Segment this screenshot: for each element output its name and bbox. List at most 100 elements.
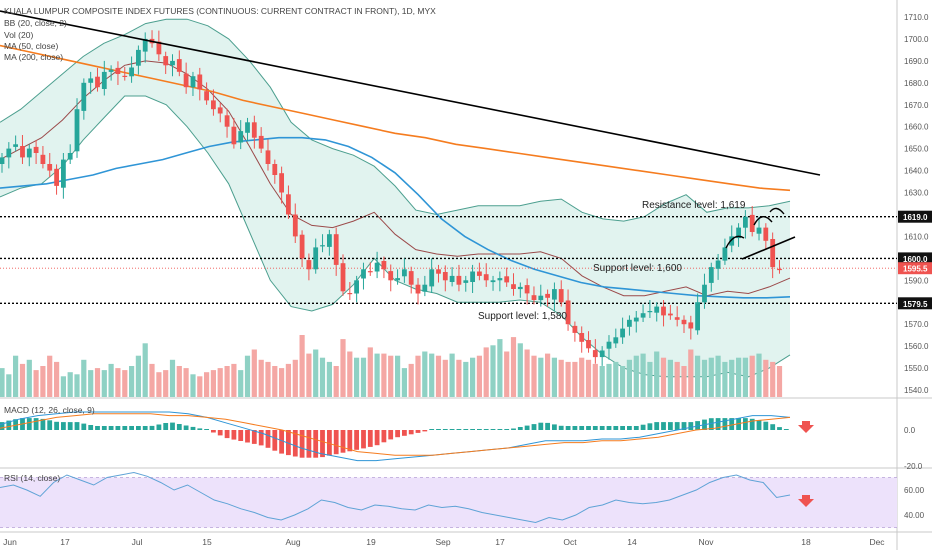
macd-histogram-bar xyxy=(722,418,728,430)
macd-histogram-bar xyxy=(483,429,489,430)
price-label: 1619.0 xyxy=(903,213,928,222)
macd-histogram-bar xyxy=(552,424,557,430)
legend-bb: BB (20, close, 2) xyxy=(4,18,67,28)
macd-histogram-bar xyxy=(592,426,598,430)
candle-body xyxy=(101,71,107,89)
macd-histogram-bar xyxy=(627,426,632,430)
candle-body xyxy=(286,194,291,215)
macd-histogram-bar xyxy=(442,429,448,430)
candle-body xyxy=(517,286,523,290)
candle-body xyxy=(190,76,196,88)
candle-body xyxy=(538,295,544,301)
macd-histogram-bar xyxy=(531,424,537,430)
macd-histogram-bar xyxy=(190,426,196,430)
volume-bar xyxy=(33,370,39,397)
volume-bar xyxy=(510,337,517,397)
macd-histogram-bar xyxy=(88,425,94,430)
candle-body xyxy=(354,280,359,294)
macd-histogram-bar xyxy=(558,425,564,430)
candle-body xyxy=(592,350,598,358)
y-tick-label: 1630.0 xyxy=(904,189,929,198)
macd-histogram-bar xyxy=(81,423,87,430)
candle-body xyxy=(402,269,407,277)
macd-histogram-bar xyxy=(402,430,407,436)
volume-bar xyxy=(592,363,598,397)
candle-body xyxy=(176,59,182,72)
candle-body xyxy=(736,227,741,239)
volume-bar xyxy=(763,359,769,397)
macd-histogram-bar xyxy=(238,430,244,441)
candle-body xyxy=(67,153,73,160)
volume-bar xyxy=(340,339,346,397)
y-tick-label: 1540.0 xyxy=(904,386,929,395)
volume-bar xyxy=(756,353,762,397)
legend-vol: Vol (20) xyxy=(4,30,33,40)
macd-histogram-bar xyxy=(456,429,462,430)
volume-bar xyxy=(258,359,264,397)
volume-bar xyxy=(319,357,326,397)
macd-histogram-bar xyxy=(142,426,148,430)
macd-histogram-bar xyxy=(156,424,162,430)
volume-bar xyxy=(538,357,544,397)
candle-body xyxy=(388,271,394,281)
candle-body xyxy=(217,107,223,114)
candle-body xyxy=(258,135,264,149)
macd-histogram-bar xyxy=(586,426,591,430)
volume-bar xyxy=(647,361,653,397)
resistance-label: Resistance level: 1,619 xyxy=(642,200,746,211)
volume-bar xyxy=(279,368,285,397)
volume-bar xyxy=(654,351,660,397)
macd-histogram-bar xyxy=(524,425,530,430)
volume-bar xyxy=(715,355,721,397)
macd-histogram-bar xyxy=(245,430,250,443)
candle-body xyxy=(490,280,496,283)
volume-bar xyxy=(490,345,496,397)
candle-body xyxy=(340,263,346,292)
macd-histogram-bar xyxy=(579,426,585,430)
volume-bar xyxy=(558,359,564,397)
volume-bar xyxy=(299,335,305,397)
volume-bar xyxy=(429,353,435,397)
candle-body xyxy=(395,278,400,281)
macd-histogram-bar xyxy=(688,422,694,430)
volume-bar xyxy=(231,363,237,397)
volume-bar xyxy=(504,351,510,397)
macd-line xyxy=(0,411,791,462)
candle-body xyxy=(136,49,141,66)
volume-bar xyxy=(149,363,155,397)
candle-body xyxy=(333,234,339,265)
candle-body xyxy=(647,311,653,313)
rsi-line xyxy=(0,471,791,524)
macd-histogram-bar xyxy=(26,418,32,430)
volume-bar xyxy=(415,355,421,397)
macd-histogram-bar xyxy=(763,421,769,430)
macd-histogram-bar xyxy=(777,427,782,430)
macd-histogram-bar xyxy=(511,428,516,430)
candle-body xyxy=(367,271,373,273)
y-tick-label: 1700.0 xyxy=(904,35,929,44)
candle-body xyxy=(531,295,537,300)
macd-histogram-bar xyxy=(258,430,264,446)
macd-histogram-bar xyxy=(429,429,435,430)
volume-bar xyxy=(129,366,135,397)
macd-histogram-bar xyxy=(33,418,39,430)
support-1600-label: Support level: 1,600 xyxy=(593,263,682,274)
macd-histogram-bar xyxy=(538,422,544,430)
x-tick-label: Nov xyxy=(698,537,714,547)
macd-histogram-bar xyxy=(115,426,121,430)
macd-histogram-bar xyxy=(299,430,305,458)
pattern-shoulder-right xyxy=(769,207,785,215)
macd-tick-label: -20.0 xyxy=(904,462,923,471)
chart-title: KUALA LUMPUR COMPOSITE INDEX FUTURES (CO… xyxy=(4,6,436,16)
volume-bar xyxy=(142,343,148,397)
macd-histogram-bar xyxy=(599,426,605,430)
candle-body xyxy=(88,78,94,83)
macd-histogram-bar xyxy=(224,430,230,439)
macd-histogram-bar xyxy=(504,429,510,430)
volume-bar xyxy=(169,359,176,397)
macd-histogram-bar xyxy=(327,430,332,456)
macd-histogram-bar xyxy=(129,426,134,430)
volume-bar xyxy=(545,353,551,397)
volume-bar xyxy=(497,339,503,397)
